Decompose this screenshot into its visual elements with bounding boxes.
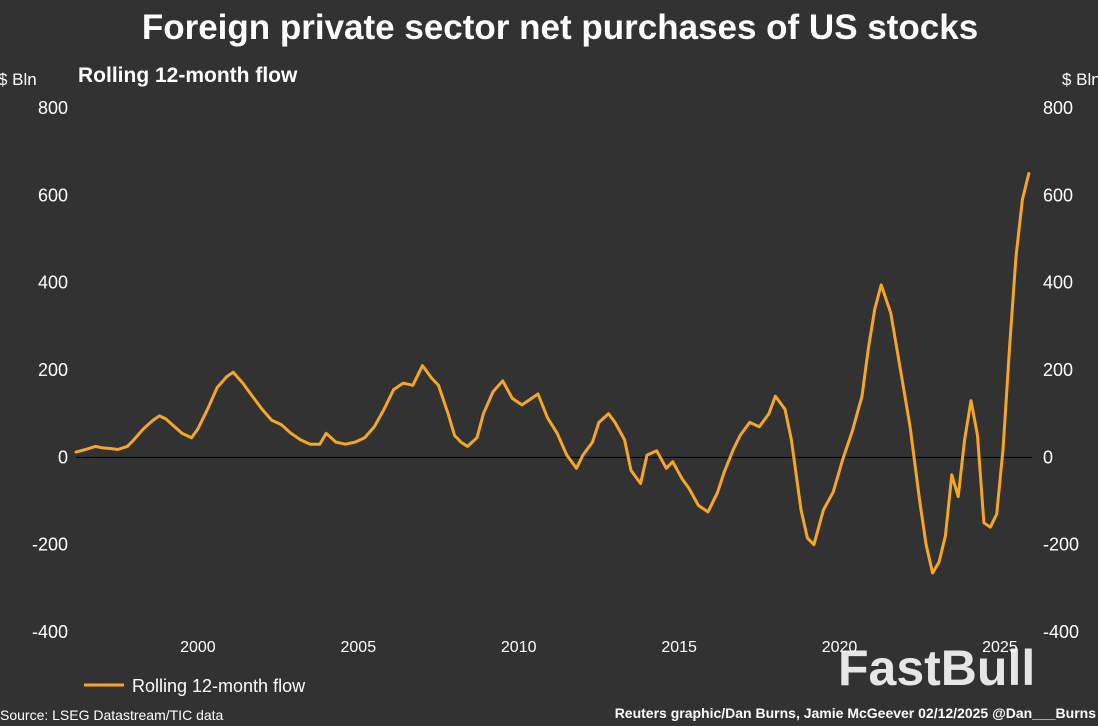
x-tick-2010: 2010 <box>501 639 537 656</box>
x-tick-2020: 2020 <box>822 639 858 656</box>
left-y-axis: 800 600 400 200 0 -200 -400 <box>32 98 68 642</box>
y-tick-right-6: -400 <box>1043 622 1079 642</box>
x-tick-2015: 2015 <box>661 639 697 656</box>
y-tick-right-1: 600 <box>1043 185 1073 205</box>
y-tick-left-2: 400 <box>38 273 68 293</box>
right-y-axis: 800 600 400 200 0 -200 -400 <box>1043 98 1079 642</box>
source-note: Source: LSEG Datastream/TIC data <box>0 707 224 723</box>
x-axis: 2000 2005 2010 2015 2020 2025 <box>180 639 1018 656</box>
y-tick-right-4: 0 <box>1043 447 1053 467</box>
chart-title: Foreign private sector net purchases of … <box>142 8 978 47</box>
x-tick-2005: 2005 <box>341 639 377 656</box>
fastbull-watermark: FastBull <box>838 640 1035 696</box>
chart-subtitle: Rolling 12-month flow <box>78 64 298 87</box>
y-tick-right-5: -200 <box>1043 535 1079 555</box>
y-tick-left-3: 200 <box>38 360 68 380</box>
series-line-rolling-12-month-flow <box>74 172 1031 575</box>
left-axis-unit: $ Bln <box>0 70 37 89</box>
y-tick-left-6: -400 <box>32 622 68 642</box>
y-tick-left-0: 800 <box>38 98 68 118</box>
right-axis-unit: $ Bln <box>1062 70 1098 89</box>
legend-label: Rolling 12-month flow <box>132 676 306 696</box>
y-tick-left-1: 600 <box>38 185 68 205</box>
x-tick-2000: 2000 <box>180 639 216 656</box>
y-tick-left-5: -200 <box>32 535 68 555</box>
x-tick-2025: 2025 <box>982 639 1018 656</box>
credit-note: Reuters graphic/Dan Burns, Jamie McGeeve… <box>615 705 1097 721</box>
y-tick-right-0: 800 <box>1043 98 1073 118</box>
y-tick-right-2: 400 <box>1043 273 1073 293</box>
y-tick-right-3: 200 <box>1043 360 1073 380</box>
y-tick-left-4: 0 <box>58 447 68 467</box>
